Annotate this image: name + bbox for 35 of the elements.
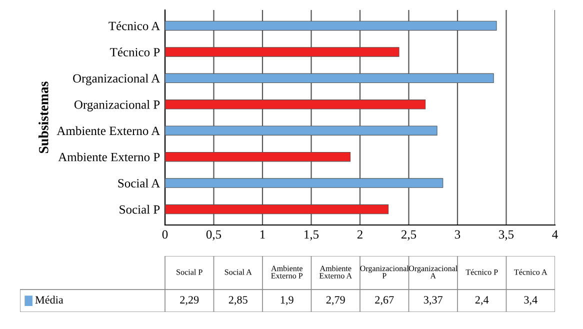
y-tick-label: Técnico A: [108, 21, 160, 30]
text: 2,67: [375, 296, 394, 306]
text: 2,4: [475, 296, 489, 306]
category-label: Técnico P: [466, 269, 498, 275]
y-tick-label: Ambiente Externo A: [56, 126, 160, 136]
x-tick-label: 4: [552, 230, 558, 239]
x-tick-label: 1,5: [304, 230, 319, 240]
text: 2,85: [228, 296, 248, 306]
category-label: Ambiente Externo P: [271, 265, 303, 278]
x-tick-label: 3,5: [499, 230, 514, 240]
category-label: Técnico A: [514, 269, 548, 275]
y-tick-label: Organizacional P: [74, 100, 160, 112]
x-tick-label: 1: [260, 230, 265, 239]
x-tick-label: 0: [162, 230, 168, 239]
text: 1,9: [280, 296, 294, 306]
y-tick-label: Técnico P: [110, 48, 160, 56]
y-tick-label: Social A: [118, 178, 160, 188]
x-tick-label: 0,5: [206, 230, 222, 240]
y-tick-label: Organizacional A: [73, 74, 160, 86]
category-label: Organizacional P: [360, 265, 409, 278]
legend-label: Média: [35, 296, 64, 304]
x-tick-label: 2: [357, 230, 362, 239]
y-axis-title: Subsistemas: [38, 82, 48, 154]
category-label: Organizacional A: [408, 265, 458, 278]
text: 2,79: [326, 296, 345, 306]
text: 3,37: [424, 296, 443, 306]
text: 2,29: [180, 296, 199, 306]
category-label: Ambiente Externo A: [319, 265, 352, 278]
x-tick-label: 2,5: [401, 230, 416, 240]
x-tick-label: 3: [454, 230, 460, 239]
y-tick-label: Ambiente Externo P: [58, 152, 160, 162]
text: 3,4: [524, 296, 538, 306]
category-label: Social A: [224, 269, 252, 275]
y-tick-label: Social P: [120, 204, 160, 214]
category-label: Social P: [176, 269, 202, 275]
